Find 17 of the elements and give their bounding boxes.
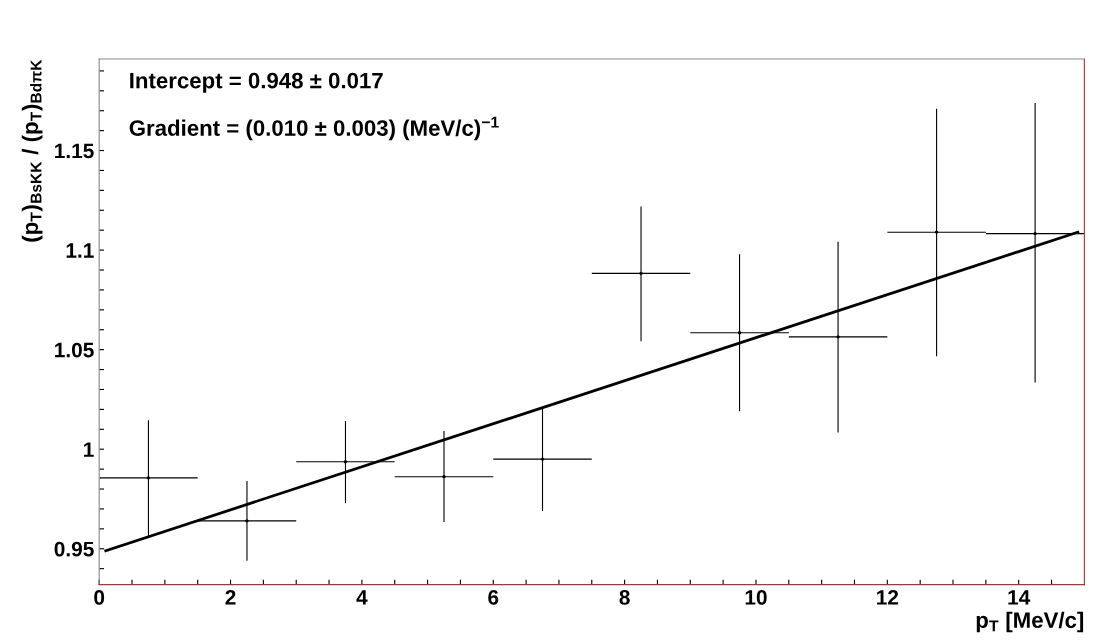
x-tick-label: 6 <box>488 590 499 605</box>
y-tick-label: 1.1 <box>66 243 94 258</box>
x-tick-label: 12 <box>877 590 899 605</box>
x-axis-title: p$_{T}$ [MeV/c] <box>976 611 1084 633</box>
x-tick-label: 8 <box>619 590 630 605</box>
x-tick-label: 10 <box>745 590 767 605</box>
y-tick-label: 1.05 <box>55 342 94 358</box>
y-tick-label: 1 <box>84 442 94 457</box>
x-tick-label: 4 <box>356 590 368 605</box>
annotation: Gradient = (0.010 ± 0.003) (MeV/c)$^{−1}$ <box>129 116 499 141</box>
x-tick-label: 14 <box>1008 590 1031 605</box>
y-tick-label: 1.15 <box>55 143 94 159</box>
annotation: Intercept = 0.948 ± 0.017 <box>130 72 383 93</box>
y-tick-label: 0.95 <box>54 541 94 557</box>
x-tick-label: 0 <box>94 590 105 605</box>
x-tick-label: 2 <box>225 590 236 605</box>
y-axis-title: (p$_{T}$)$_{BsKK}$ / (p$_{T}$)$_{BdπK}$ <box>21 59 43 242</box>
